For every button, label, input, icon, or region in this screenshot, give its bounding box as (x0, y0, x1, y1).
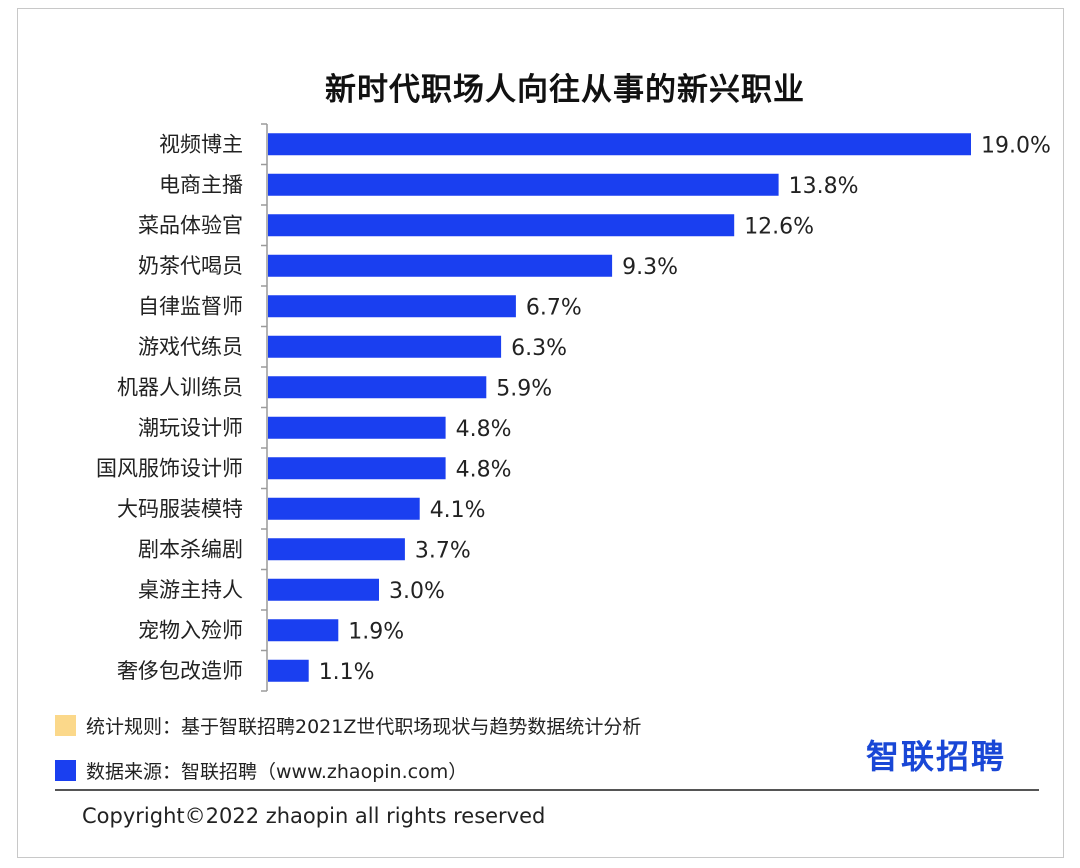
bar (268, 335, 502, 358)
category-label: 视频博主 (159, 132, 243, 156)
bar (268, 254, 613, 277)
category-label: 奶茶代喝员 (138, 254, 243, 278)
value-label: 3.7% (415, 538, 471, 563)
value-label: 4.1% (430, 498, 486, 523)
category-label: 奢侈包改造师 (117, 659, 243, 683)
category-label: 机器人训练员 (117, 375, 243, 399)
bar (268, 376, 487, 399)
value-label: 6.3% (511, 336, 567, 361)
legend-source-swatch (55, 760, 76, 781)
value-label: 3.0% (389, 579, 445, 604)
bar (268, 578, 379, 601)
category-label: 剧本杀编剧 (138, 537, 243, 561)
legend-rule-swatch (55, 715, 76, 736)
footer-divider (55, 789, 1039, 791)
bar (268, 497, 420, 520)
value-label: 13.8% (789, 174, 859, 199)
value-label: 9.3% (622, 255, 678, 280)
legend-source: 数据来源：智联招聘（www.zhaopin.com） (55, 757, 467, 784)
category-label: 国风服饰设计师 (96, 456, 243, 480)
bar (268, 295, 516, 318)
chart-title: 新时代职场人向往从事的新兴职业 (325, 72, 805, 108)
category-label: 自律监督师 (138, 294, 243, 318)
value-label: 4.8% (456, 457, 512, 482)
bar (268, 457, 446, 480)
value-label: 6.7% (526, 295, 582, 320)
value-label: 1.1% (319, 660, 375, 685)
bar (268, 173, 779, 196)
category-label: 潮玩设计师 (138, 416, 243, 440)
bar (268, 214, 735, 237)
category-label: 桌游主持人 (138, 578, 243, 602)
bar (268, 659, 309, 682)
category-label: 大码服装模特 (117, 497, 243, 521)
category-label: 宠物入殓师 (138, 618, 243, 642)
bar (268, 416, 446, 439)
bar-chart: 视频博主 19.0% 电商主播 13.8% 菜品体验官 12.6% 奶茶代喝员 9.3% 自律监… (96, 123, 1051, 692)
category-label: 电商主播 (159, 173, 243, 197)
value-label: 5.9% (496, 376, 552, 401)
bar (268, 133, 971, 156)
brand-logo: 智联招聘 (866, 737, 1006, 776)
category-label: 菜品体验官 (138, 213, 243, 237)
legend-source-label: 数据来源：智联招聘（www.zhaopin.com） (86, 761, 468, 783)
value-label: 1.9% (348, 619, 404, 644)
copyright-text: Copyright©2022 zhaopin all rights reserv… (82, 804, 546, 828)
value-label: 19.0% (981, 133, 1051, 158)
legend-rule-label: 统计规则：基于智联招聘2021Z世代职场现状与趋势数据统计分析 (86, 716, 642, 738)
legend-rule: 统计规则：基于智联招聘2021Z世代职场现状与趋势数据统计分析 (55, 712, 641, 739)
bar (268, 619, 339, 642)
value-label: 4.8% (456, 417, 512, 442)
bar (268, 538, 405, 561)
category-label: 游戏代练员 (138, 335, 243, 359)
value-label: 12.6% (744, 214, 814, 239)
